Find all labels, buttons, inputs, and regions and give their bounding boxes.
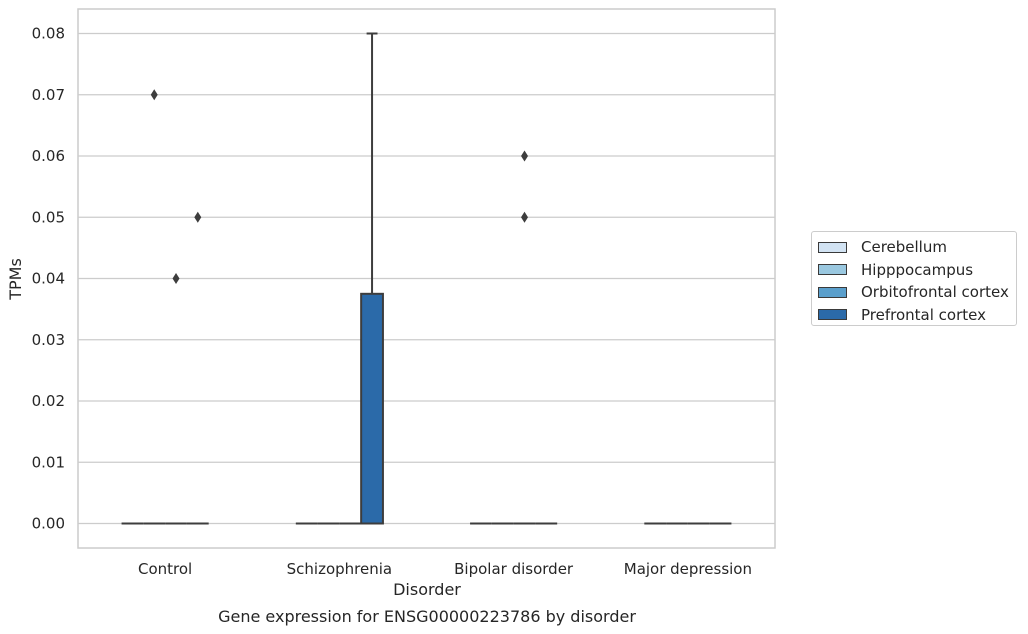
legend-label: Cerebellum: [861, 238, 947, 257]
gridlines: [78, 32, 775, 525]
y-tick-label: 0.03: [32, 331, 65, 349]
outlier-point: [521, 211, 529, 223]
outlier-point: [150, 89, 158, 101]
legend: Cerebellum Hipppocampus Orbitofrontal cort…: [811, 231, 1017, 326]
legend-swatch: [818, 309, 847, 321]
y-tick-label: 0.00: [32, 515, 65, 533]
outlier-point: [172, 273, 180, 284]
x-axis-label: Disorder: [393, 580, 461, 599]
chart-caption: Gene expression for ENSG00000223786 by d…: [218, 607, 636, 626]
box-prefrontal-cortex: [186, 211, 209, 525]
y-tick-labels: 0.00 0.01 0.02 0.03 0.04 0.05 0.06 0.07 0.08: [32, 25, 65, 533]
boxes: [121, 32, 732, 525]
legend-label: Hipppocampus: [861, 260, 974, 279]
outlier-point: [194, 211, 202, 223]
x-tick-label: Control: [138, 560, 192, 578]
legend-label: Prefrontal cortex: [861, 305, 986, 324]
legend-swatch: [818, 241, 847, 253]
y-tick-label: 0.05: [32, 208, 65, 226]
x-tick-label: Bipolar disorder: [454, 560, 574, 578]
legend-swatch: [818, 264, 847, 276]
y-tick-label: 0.04: [32, 270, 65, 288]
y-axis-label: TPMs: [6, 258, 25, 301]
y-tick-label: 0.08: [32, 25, 65, 43]
legend-item: Cerebellum: [818, 236, 1016, 259]
x-tick-label: Schizophrenia: [287, 560, 392, 578]
legend-item: Orbitofrontal cortex: [818, 281, 1016, 304]
legend-item: Prefrontal cortex: [818, 304, 1016, 327]
plot-area-frame: [77, 8, 776, 549]
box-hipppocampus: [143, 89, 166, 525]
box-prefrontal-cortex: [360, 32, 384, 525]
y-tick-label: 0.06: [32, 147, 65, 165]
outlier-point: [521, 150, 529, 162]
y-tick-label: 0.07: [32, 86, 65, 104]
box-orbitofrontal-cortex: [513, 150, 536, 525]
y-tick-label: 0.02: [32, 392, 65, 410]
legend-item: Hipppocampus: [818, 259, 1016, 282]
box-orbitofrontal-cortex: [165, 273, 187, 525]
legend-swatch: [818, 286, 847, 298]
x-tick-labels: Control Schizophrenia Bipolar disorder Majo…: [138, 560, 752, 578]
y-tick-label: 0.01: [32, 453, 65, 471]
box-body: [360, 292, 384, 525]
legend-label: Orbitofrontal cortex: [861, 283, 1009, 302]
x-tick-label: Major depression: [624, 560, 752, 578]
